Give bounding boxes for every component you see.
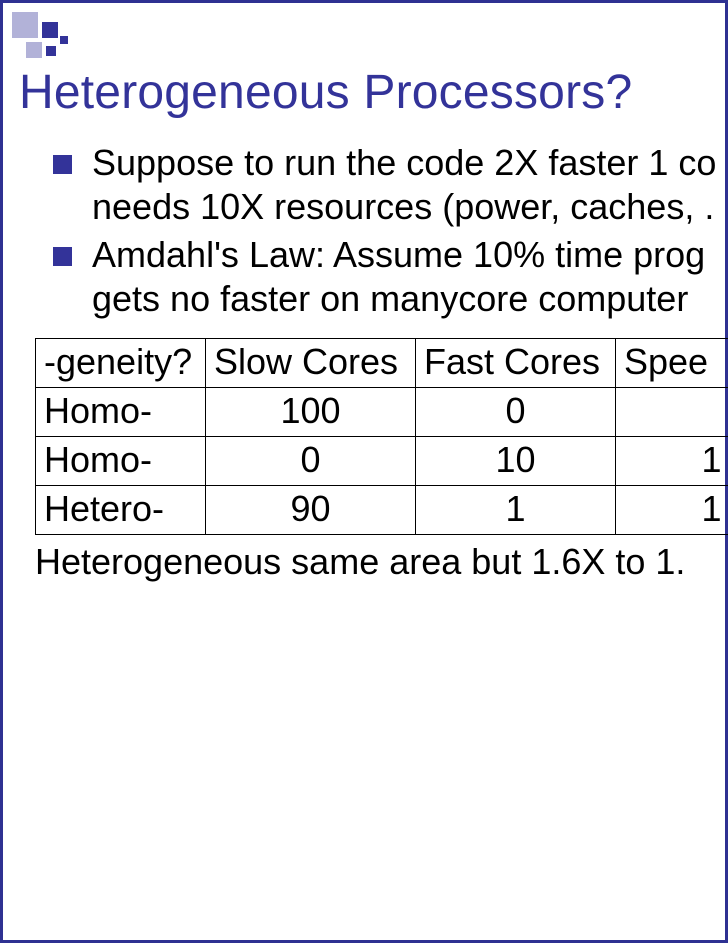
cell-slow: 0 [206, 437, 416, 486]
square-bullet-icon [53, 247, 72, 266]
col-header: -geneity? [36, 339, 206, 388]
cell-fast: 0 [416, 388, 616, 437]
bullet-line: gets no faster on manycore computer [92, 278, 688, 319]
cell-slow: 90 [206, 486, 416, 535]
table-row: Homo- 0 10 1 [36, 437, 728, 486]
square-bullet-icon [53, 155, 72, 174]
bullet-item: Suppose to run the code 2X faster 1 co n… [53, 141, 725, 229]
corner-decoration [12, 12, 92, 64]
cell-fast: 1 [416, 486, 616, 535]
bullet-text: Amdahl's Law: Assume 10% time prog gets … [92, 233, 705, 321]
col-header: Fast Cores [416, 339, 616, 388]
row-label: Homo- [36, 437, 206, 486]
row-label: Hetero- [36, 486, 206, 535]
slide: Heterogeneous Processors? Suppose to run… [0, 0, 728, 943]
row-label: Homo- [36, 388, 206, 437]
cell-speed: 1 [616, 437, 728, 486]
table-row: Hetero- 90 1 1 [36, 486, 728, 535]
bullet-line: Suppose to run the code 2X faster 1 co [92, 142, 716, 183]
bullet-line: needs 10X resources (power, caches, . [92, 186, 714, 227]
cell-speed: 1 [616, 486, 728, 535]
bullet-line: Amdahl's Law: Assume 10% time prog [92, 234, 705, 275]
bullet-list: Suppose to run the code 2X faster 1 co n… [53, 141, 725, 325]
cell-slow: 100 [206, 388, 416, 437]
col-header: Spee [616, 339, 728, 388]
table-header-row: -geneity? Slow Cores Fast Cores Spee [36, 339, 728, 388]
cell-speed [616, 388, 728, 437]
bullet-item: Amdahl's Law: Assume 10% time prog gets … [53, 233, 725, 321]
slide-title: Heterogeneous Processors? [19, 65, 632, 120]
bullet-text: Suppose to run the code 2X faster 1 co n… [92, 141, 716, 229]
col-header: Slow Cores [206, 339, 416, 388]
table-caption: Heterogeneous same area but 1.6X to 1. [35, 541, 685, 583]
table-row: Homo- 100 0 [36, 388, 728, 437]
cell-fast: 10 [416, 437, 616, 486]
comparison-table: -geneity? Slow Cores Fast Cores Spee Hom… [35, 338, 728, 535]
